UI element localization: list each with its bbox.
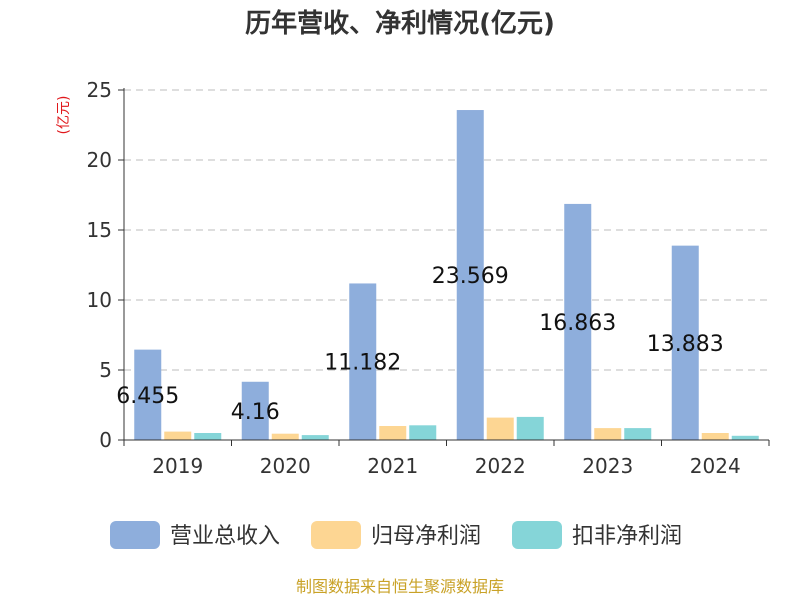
bar-revenue bbox=[349, 283, 377, 440]
bar-revenue bbox=[134, 349, 162, 440]
bar-net-profit bbox=[164, 431, 192, 440]
data-label-revenue: 11.182 bbox=[324, 351, 401, 376]
data-label-revenue: 6.455 bbox=[116, 384, 179, 409]
legend-label: 营业总收入 bbox=[170, 524, 280, 549]
bar-net-profit bbox=[486, 417, 514, 440]
data-label-revenue: 4.16 bbox=[231, 400, 280, 425]
bar-net-profit bbox=[271, 433, 299, 440]
bar-net-profit bbox=[701, 433, 729, 440]
x-tick-label: 2020 bbox=[260, 454, 311, 478]
bar-revenue bbox=[671, 245, 699, 440]
bar-deducted-net-profit bbox=[194, 433, 222, 440]
bar-deducted-net-profit bbox=[409, 425, 437, 440]
bars-layer bbox=[134, 110, 759, 440]
y-axis-label: (亿元) bbox=[56, 96, 72, 135]
x-tick-label: 2022 bbox=[475, 454, 526, 478]
data-label-revenue: 16.863 bbox=[539, 311, 616, 336]
y-tick-label: 20 bbox=[87, 148, 112, 172]
bar-deducted-net-profit bbox=[731, 435, 759, 440]
data-labels: 6.455 4.16 11.182 23.569 16.863 13.883 bbox=[116, 264, 723, 425]
x-tick-label: 2024 bbox=[690, 454, 741, 478]
x-tick-label: 2023 bbox=[582, 454, 633, 478]
source-note: 制图数据来自恒生聚源数据库 bbox=[296, 577, 504, 596]
data-label-revenue: 13.883 bbox=[647, 332, 724, 357]
y-tick-label: 15 bbox=[87, 218, 112, 242]
legend-label: 归母净利润 bbox=[371, 524, 481, 549]
axes: 0 5 10 15 20 25 2019 2020 2021 2022 2023 2024 bbox=[87, 78, 770, 478]
y-tick-label: 5 bbox=[99, 358, 112, 382]
legend-swatch bbox=[512, 521, 562, 549]
bar-deducted-net-profit bbox=[301, 435, 329, 440]
bar-revenue bbox=[564, 203, 592, 440]
x-tick-label: 2019 bbox=[152, 454, 203, 478]
bar-revenue bbox=[456, 110, 484, 440]
x-tick-label: 2021 bbox=[367, 454, 418, 478]
bar-net-profit bbox=[379, 426, 407, 440]
chart-title: 历年营收、净利情况(亿元) bbox=[245, 8, 555, 39]
y-tick-label: 0 bbox=[99, 428, 112, 452]
bar-deducted-net-profit bbox=[516, 416, 544, 440]
legend-swatch bbox=[110, 521, 160, 549]
y-tick-label: 10 bbox=[87, 288, 112, 312]
y-tick-label: 25 bbox=[87, 78, 112, 102]
legend-swatch bbox=[311, 521, 361, 549]
legend: 营业总收入 归母净利润 扣非净利润 bbox=[110, 521, 682, 549]
legend-label: 扣非净利润 bbox=[572, 524, 682, 549]
bar-net-profit bbox=[594, 428, 622, 440]
bar-revenue bbox=[241, 381, 269, 440]
bar-deducted-net-profit bbox=[624, 428, 652, 440]
data-label-revenue: 23.569 bbox=[432, 264, 509, 289]
